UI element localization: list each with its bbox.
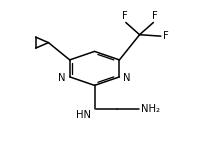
Text: N: N — [123, 73, 131, 83]
Text: F: F — [122, 11, 128, 21]
Text: N: N — [58, 73, 66, 83]
Text: NH₂: NH₂ — [141, 104, 160, 114]
Text: HN: HN — [76, 110, 91, 120]
Text: F: F — [163, 31, 169, 41]
Text: F: F — [152, 11, 157, 21]
